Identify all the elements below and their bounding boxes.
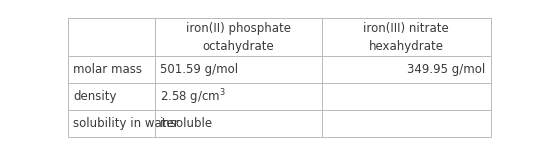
Bar bbox=[155, 83, 322, 110]
Bar bbox=[322, 56, 490, 83]
Bar bbox=[68, 56, 155, 83]
Text: iron(II) phosphate
octahydrate: iron(II) phosphate octahydrate bbox=[186, 22, 290, 53]
Bar bbox=[155, 18, 322, 56]
Text: iron(III) nitrate
hexahydrate: iron(III) nitrate hexahydrate bbox=[363, 22, 449, 53]
Text: molar mass: molar mass bbox=[73, 63, 142, 76]
Bar bbox=[322, 18, 490, 56]
Bar bbox=[155, 110, 322, 137]
Text: 349.95 g/mol: 349.95 g/mol bbox=[407, 63, 486, 76]
Text: 501.59 g/mol: 501.59 g/mol bbox=[160, 63, 238, 76]
Bar bbox=[322, 110, 490, 137]
Bar bbox=[322, 83, 490, 110]
Bar bbox=[68, 18, 155, 56]
Text: insoluble: insoluble bbox=[160, 117, 213, 130]
Text: solubility in water: solubility in water bbox=[73, 117, 179, 130]
Text: density: density bbox=[73, 90, 117, 103]
Bar bbox=[155, 56, 322, 83]
Bar bbox=[68, 83, 155, 110]
Text: 2.58 g/cm$^3$: 2.58 g/cm$^3$ bbox=[160, 87, 226, 107]
Bar bbox=[68, 110, 155, 137]
